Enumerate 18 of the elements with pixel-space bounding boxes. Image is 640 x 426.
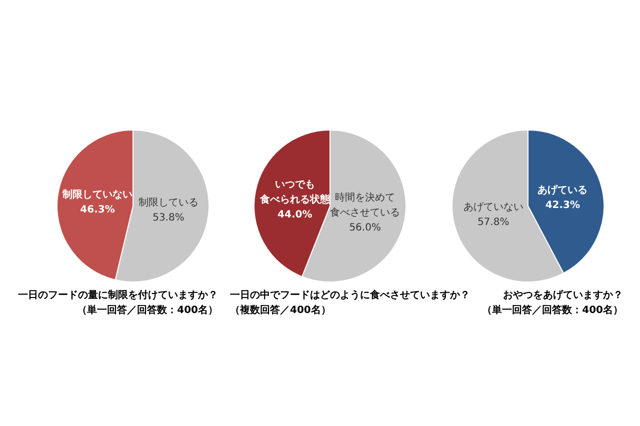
slice-label: 制限していない [62, 188, 133, 200]
text: 一日の中でフードはどのように食べさせていますか？ [230, 288, 470, 303]
text: （単一回答／回答数：400名） [76, 304, 218, 318]
data-label: 56.0% [349, 222, 381, 234]
text: （複数回答／400名） [230, 304, 332, 318]
slice-label: 時間を決めて食べさせている [330, 191, 400, 218]
data-label: 46.3% [80, 204, 115, 215]
slice-label: 制限している [138, 196, 198, 208]
slice-label: あげていない [463, 200, 524, 213]
data-label: 53.8% [152, 212, 184, 224]
text: おやつをあげていますか？ [503, 290, 623, 301]
text: （単一回答／回答数：400名） [481, 304, 623, 318]
slice-label: いつでも食べられる状態 [258, 178, 331, 205]
text: 一日のフードの量に制限を付けていますか？ [17, 288, 218, 303]
data-label: 57.8% [477, 216, 510, 228]
data-label: 42.3% [545, 199, 580, 210]
slice-label: あげている [538, 183, 588, 196]
data-label: 44.0% [278, 208, 312, 220]
